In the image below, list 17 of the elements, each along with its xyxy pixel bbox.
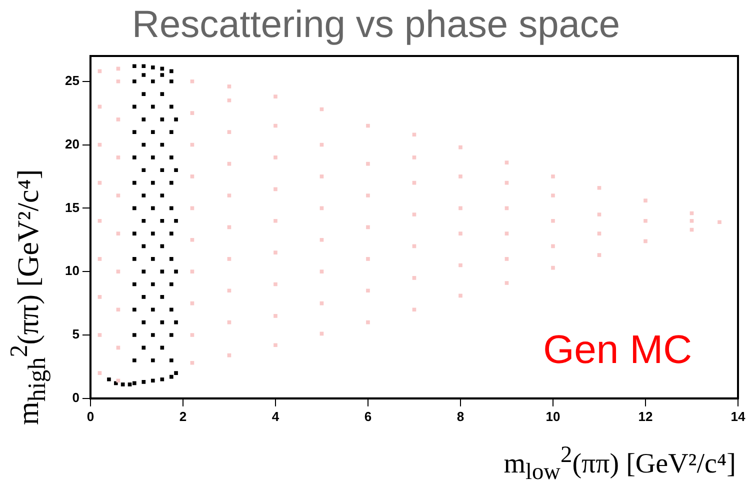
x-tick-label: 10 xyxy=(546,408,560,424)
x-tick-label: 12 xyxy=(638,408,653,424)
x-tick-label: 0 xyxy=(86,408,94,424)
y-tick-label: 20 xyxy=(64,136,80,152)
y-tick-label: 10 xyxy=(64,263,80,278)
x-tick-label: 4 xyxy=(272,408,280,424)
y-tick-label: 15 xyxy=(64,200,80,215)
x-tick-label: 6 xyxy=(364,408,372,424)
x-tick-label: 14 xyxy=(730,408,746,424)
annotation: Gen MC xyxy=(543,328,692,373)
y-tick-label: 5 xyxy=(72,326,80,342)
chart-title: Rescattering vs phase space xyxy=(131,4,621,47)
x-tick-label: 2 xyxy=(179,408,187,424)
y-tick-label: 25 xyxy=(64,72,80,88)
y-tick-label: 0 xyxy=(72,390,80,405)
x-axis-title: m$_{low}$$^{2}$(ππ) [GeV²/c⁴] xyxy=(504,442,736,486)
x-tick-label: 8 xyxy=(456,408,464,424)
